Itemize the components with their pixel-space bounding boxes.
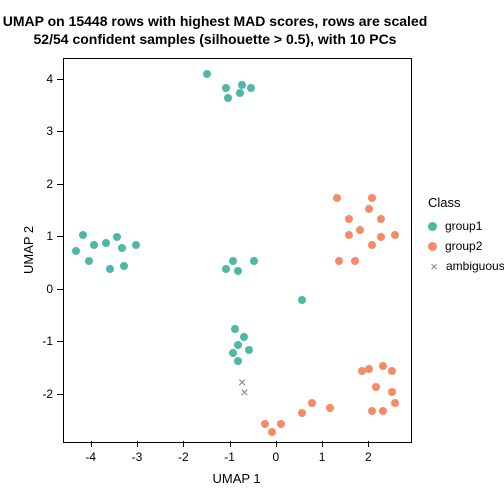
data-point-group1 <box>298 296 306 304</box>
x-tick-label: 2 <box>365 450 372 464</box>
data-point-group1 <box>234 267 242 275</box>
data-point-group2 <box>368 194 376 202</box>
y-tick-label: -2 <box>35 387 53 401</box>
data-point-group1 <box>224 94 232 102</box>
data-point-group2 <box>388 367 396 375</box>
title-line1: UMAP on 15448 rows with highest MAD scor… <box>0 12 430 30</box>
data-point-group1 <box>203 70 211 78</box>
plot-area: ×× <box>63 58 412 443</box>
x-tick-mark <box>276 441 277 447</box>
data-point-group2 <box>261 420 269 428</box>
data-point-group1 <box>250 257 258 265</box>
y-tick-mark <box>57 289 63 290</box>
data-point-group1 <box>236 89 244 97</box>
x-tick-label: -2 <box>178 450 189 464</box>
data-point-group1 <box>234 341 242 349</box>
chart-title: UMAP on 15448 rows with highest MAD scor… <box>0 12 430 48</box>
data-point-group2 <box>335 257 343 265</box>
x-tick-mark <box>368 441 369 447</box>
y-tick-label: 4 <box>35 72 53 86</box>
data-point-group1 <box>113 233 121 241</box>
legend-item-ambiguous: × ambiguous <box>428 259 504 273</box>
y-tick-mark <box>57 79 63 80</box>
legend-label: group1 <box>445 219 482 233</box>
data-point-group1 <box>72 247 80 255</box>
data-point-group1 <box>118 244 126 252</box>
x-tick-mark <box>91 441 92 447</box>
data-point-group1 <box>90 241 98 249</box>
data-point-group2 <box>379 362 387 370</box>
x-tick-label: -3 <box>132 450 143 464</box>
data-point-group2 <box>377 215 385 223</box>
legend-label: ambiguous <box>446 259 504 273</box>
data-point-group2 <box>379 407 387 415</box>
y-tick-label: 0 <box>35 282 53 296</box>
data-point-group2 <box>368 241 376 249</box>
x-tick-mark <box>230 441 231 447</box>
data-point-group1 <box>120 262 128 270</box>
data-point-group2 <box>277 420 285 428</box>
x-tick-label: 1 <box>319 450 326 464</box>
data-point-group2 <box>372 383 380 391</box>
x-tick-label: -1 <box>224 450 235 464</box>
y-axis-label: UMAP 2 <box>21 225 36 273</box>
data-point-group2 <box>326 404 334 412</box>
y-tick-label: 2 <box>35 177 53 191</box>
data-point-group2 <box>345 215 353 223</box>
x-tick-mark <box>322 441 323 447</box>
data-point-group1 <box>85 257 93 265</box>
data-point-group1 <box>234 357 242 365</box>
y-tick-mark <box>57 236 63 237</box>
y-tick-label: 1 <box>35 229 53 243</box>
data-point-group1 <box>231 325 239 333</box>
y-tick-mark <box>57 131 63 132</box>
data-point-group2 <box>268 428 276 436</box>
data-point-group1 <box>229 257 237 265</box>
data-point-group2 <box>368 407 376 415</box>
x-icon: × <box>428 262 440 271</box>
group2-dot-icon <box>428 242 437 251</box>
x-tick-mark <box>137 441 138 447</box>
data-point-group2 <box>377 233 385 241</box>
data-point-group1 <box>102 239 110 247</box>
data-point-group2 <box>356 226 364 234</box>
data-point-group1 <box>229 349 237 357</box>
data-point-group1 <box>106 265 114 273</box>
x-tick-label: -4 <box>85 450 96 464</box>
x-tick-mark <box>183 441 184 447</box>
data-point-group1 <box>222 84 230 92</box>
y-tick-label: -1 <box>35 334 53 348</box>
group1-dot-icon <box>428 222 437 231</box>
data-point-group2 <box>308 399 316 407</box>
y-tick-label: 3 <box>35 124 53 138</box>
data-point-group2 <box>391 231 399 239</box>
data-point-group1 <box>247 84 255 92</box>
data-point-group2 <box>391 399 399 407</box>
legend-title: Class <box>428 195 461 210</box>
legend-label: group2 <box>445 239 482 253</box>
data-point-group1 <box>240 333 248 341</box>
data-point-group1 <box>222 265 230 273</box>
data-point-group2 <box>333 194 341 202</box>
y-tick-mark <box>57 184 63 185</box>
data-point-ambiguous: × <box>240 385 248 399</box>
data-point-group1 <box>132 241 140 249</box>
y-tick-mark <box>57 341 63 342</box>
data-point-group2 <box>365 205 373 213</box>
y-tick-mark <box>57 394 63 395</box>
data-point-group2 <box>345 231 353 239</box>
data-point-group1 <box>245 346 253 354</box>
data-point-group2 <box>388 388 396 396</box>
data-point-group2 <box>365 365 373 373</box>
legend-item-group1: group1 <box>428 219 482 233</box>
data-point-group1 <box>238 81 246 89</box>
data-point-group2 <box>298 409 306 417</box>
data-point-group1 <box>79 231 87 239</box>
x-tick-label: 0 <box>272 450 279 464</box>
title-line2: 52/54 confident samples (silhouette > 0.… <box>0 30 430 48</box>
data-point-group2 <box>351 257 359 265</box>
legend-item-group2: group2 <box>428 239 482 253</box>
x-axis-label: UMAP 1 <box>213 471 261 486</box>
